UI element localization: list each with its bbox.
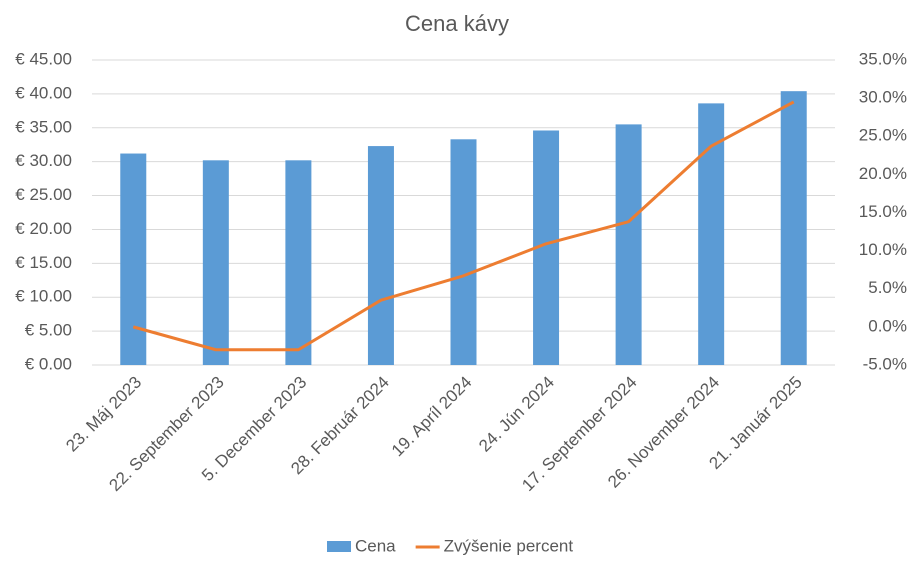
y-tick-label: € 15.00 bbox=[15, 253, 72, 272]
chart-title: Cena kávy bbox=[405, 11, 509, 36]
y2-tick-label: -5.0% bbox=[863, 354, 907, 373]
bar bbox=[450, 139, 477, 365]
bar bbox=[285, 160, 312, 365]
y-tick-label: € 20.00 bbox=[15, 219, 72, 238]
y2-tick-label: 15.0% bbox=[859, 202, 907, 221]
y2-tick-label: 0.0% bbox=[868, 316, 907, 335]
y-tick-label: € 45.00 bbox=[15, 49, 72, 68]
y-tick-label: € 40.00 bbox=[15, 83, 72, 102]
y2-tick-label: 35.0% bbox=[859, 49, 907, 68]
x-tick-label: 24. Jún 2024 bbox=[475, 373, 558, 456]
legend-swatch bbox=[327, 541, 351, 552]
bar bbox=[202, 160, 229, 365]
y-tick-label: € 5.00 bbox=[25, 321, 72, 340]
legend-label: Cena bbox=[355, 536, 396, 555]
bar bbox=[120, 153, 147, 365]
x-tick-label: 19. Apríl 2024 bbox=[388, 373, 476, 461]
bar bbox=[780, 91, 807, 365]
y-tick-label: € 0.00 bbox=[25, 354, 72, 373]
y2-tick-label: 20.0% bbox=[859, 164, 907, 183]
x-tick-label: 23. Máj 2023 bbox=[62, 373, 145, 456]
y-tick-label: € 30.00 bbox=[15, 151, 72, 170]
y2-tick-label: 5.0% bbox=[868, 278, 907, 297]
y-tick-label: € 25.00 bbox=[15, 185, 72, 204]
bar bbox=[615, 124, 642, 365]
legend-label: Zvýšenie percent bbox=[444, 536, 574, 555]
line bbox=[132, 100, 795, 352]
y2-tick-label: 30.0% bbox=[859, 88, 907, 107]
y2-tick-label: 10.0% bbox=[859, 240, 907, 259]
y-tick-label: € 35.00 bbox=[15, 117, 72, 136]
y2-tick-label: 25.0% bbox=[859, 126, 907, 145]
bar bbox=[367, 146, 394, 365]
y-tick-label: € 10.00 bbox=[15, 287, 72, 306]
